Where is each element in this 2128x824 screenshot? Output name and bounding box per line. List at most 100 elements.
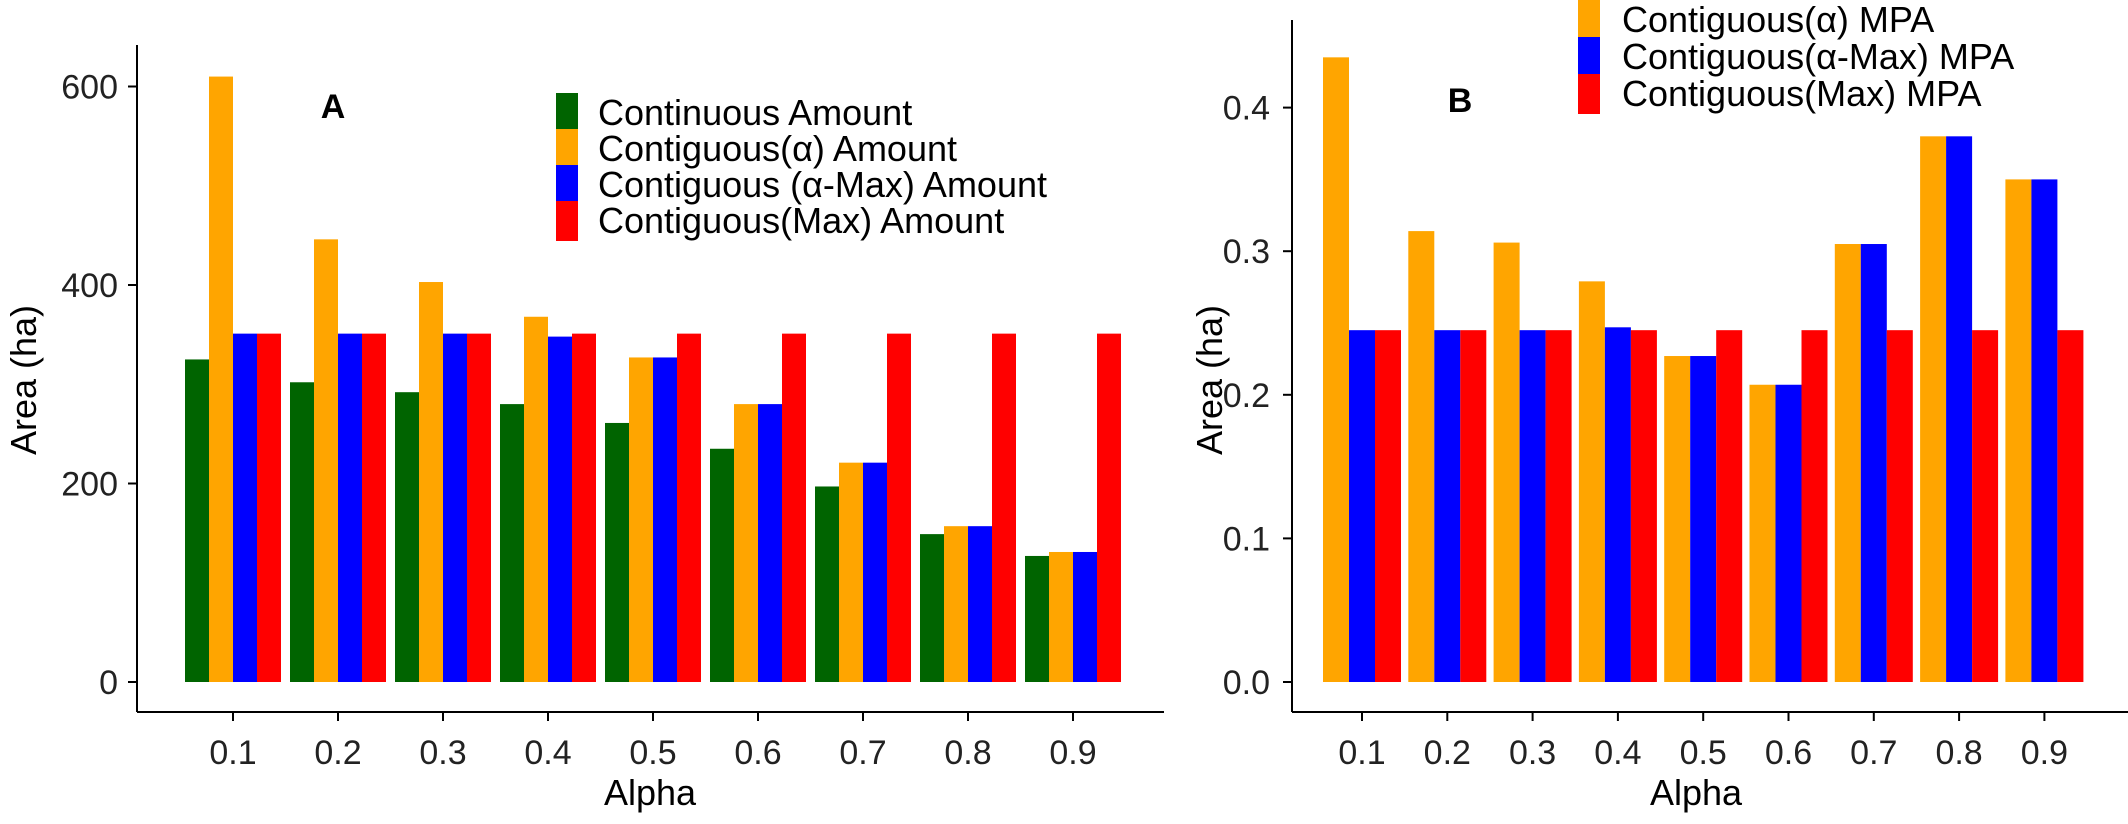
bar-0.1-series-4 <box>257 333 281 682</box>
x-tick-label: 0.9 <box>2021 734 2068 772</box>
panel-label: B <box>1448 82 1473 120</box>
x-tick-label: 0.4 <box>524 734 571 772</box>
x-tick-label: 0.5 <box>1680 734 1727 772</box>
bar-0.7-series-1 <box>815 486 839 682</box>
y-tick-label: 0 <box>99 664 118 702</box>
y-tick-label: 200 <box>61 466 118 504</box>
y-tick-label: 600 <box>61 69 118 107</box>
bar-0.1-series-3 <box>233 333 257 682</box>
bar-0.6-series-1 <box>710 448 734 682</box>
legend-swatch <box>556 129 578 169</box>
y-tick-label: 0.1 <box>1223 520 1270 558</box>
bar-0.8-series-2 <box>1946 136 1973 682</box>
x-tick-label: 0.7 <box>839 734 886 772</box>
bar-0.2-series-3 <box>1460 330 1487 682</box>
bar-0.1-series-3 <box>1375 330 1401 682</box>
bar-0.3-series-3 <box>1545 330 1572 682</box>
x-tick-label: 0.8 <box>944 734 991 772</box>
bar-0.5-series-1 <box>605 422 629 682</box>
bar-0.3-series-2 <box>1519 330 1546 682</box>
bar-0.9-series-2 <box>1049 551 1073 682</box>
x-tick-label: 0.6 <box>734 734 781 772</box>
legend-label: Contiguous(α-Max) MPA <box>1622 36 2014 77</box>
bar-0.2-series-2 <box>1434 330 1461 682</box>
bar-0.3-series-2 <box>419 282 443 682</box>
chart-panel-a: 0 200 400 600 0.1 0.2 0.3 0.4 0.5 0.6 0.7 0.8 0.9 Alp… <box>3 45 1164 813</box>
bar-0.2-series-4 <box>362 333 386 682</box>
x-tick-label: 0.3 <box>419 734 466 772</box>
bar-0.4-series-2 <box>524 316 548 682</box>
x-tick-label: 0.1 <box>1338 734 1385 772</box>
bar-0.6-series-3 <box>758 404 782 682</box>
bar-0.8-series-2 <box>944 526 968 682</box>
bar-0.4-series-2 <box>1604 327 1631 682</box>
bar-0.4-series-4 <box>572 333 596 682</box>
bar-0.3-series-1 <box>1493 242 1520 683</box>
bar-0.4-series-1 <box>500 404 524 682</box>
legend-swatch <box>556 201 578 241</box>
y-tick-label: 400 <box>61 267 118 305</box>
bar-0.5-series-4 <box>677 333 701 682</box>
bar-0.5-series-3 <box>1716 330 1743 682</box>
y-axis-title: Area (ha) <box>3 305 44 455</box>
legend-swatch <box>1578 0 1600 40</box>
legend-label: Contiguous(α) MPA <box>1622 0 1934 40</box>
bar-0.8-series-3 <box>968 526 992 682</box>
y-tick-label: 0.3 <box>1223 233 1270 271</box>
bar-0.3-series-1 <box>395 392 419 682</box>
bar-0.5-series-2 <box>629 357 653 682</box>
bar-0.7-series-4 <box>887 333 911 682</box>
bar-0.7-series-2 <box>1860 244 1887 682</box>
bar-0.9-series-1 <box>1025 555 1049 682</box>
legend-swatch <box>1578 74 1600 114</box>
legend-label: Contiguous(Max) MPA <box>1622 73 1981 114</box>
bar-0.9-series-3 <box>2057 330 2084 682</box>
legend-label: Contiguous (α-Max) Amount <box>598 164 1047 205</box>
bar-0.3-series-4 <box>467 333 491 682</box>
bar-0.1-series-1 <box>1323 57 1349 682</box>
legend-swatch <box>556 93 578 133</box>
x-tick-label: 0.2 <box>1424 734 1471 772</box>
bar-0.7-series-3 <box>1886 330 1913 682</box>
x-tick-label: 0.8 <box>1935 734 1982 772</box>
x-tick-label: 0.6 <box>1765 734 1812 772</box>
x-tick-label: 0.2 <box>314 734 361 772</box>
bar-0.4-series-1 <box>1578 281 1605 682</box>
bar-0.9-series-3 <box>1073 551 1097 682</box>
bar-0.7-series-1 <box>1834 244 1861 682</box>
bar-0.2-series-1 <box>1408 231 1435 682</box>
bar-0.1-series-2 <box>1349 330 1375 682</box>
legend-swatch <box>556 165 578 205</box>
x-tick-label: 0.1 <box>209 734 256 772</box>
bar-0.8-series-1 <box>920 534 944 682</box>
bar-0.8-series-3 <box>1972 330 1999 682</box>
x-tick-label: 0.7 <box>1850 734 1897 772</box>
y-axis-title: Area (ha) <box>1189 305 1230 455</box>
bar-0.9-series-1 <box>2005 179 2032 682</box>
bar-0.5-series-3 <box>653 357 677 682</box>
bar-0.4-series-3 <box>548 336 572 682</box>
bar-0.4-series-3 <box>1630 330 1657 682</box>
x-tick-label: 0.3 <box>1509 734 1556 772</box>
panel-label: A <box>321 88 346 126</box>
legend-label: Contiguous(α) Amount <box>598 128 957 169</box>
x-axis-title: Alpha <box>604 772 697 813</box>
legend-label: Contiguous(Max) Amount <box>598 200 1004 241</box>
bar-0.9-series-2 <box>2031 179 2058 682</box>
bar-0.5-series-2 <box>1690 356 1717 682</box>
bar-0.8-series-4 <box>992 333 1016 682</box>
y-tick-label: 0.2 <box>1223 377 1270 415</box>
bar-0.9-series-4 <box>1097 333 1121 682</box>
bar-0.7-series-2 <box>839 462 863 682</box>
bar-0.5-series-1 <box>1664 356 1691 682</box>
x-tick-label: 0.9 <box>1049 734 1096 772</box>
x-tick-label: 0.5 <box>629 734 676 772</box>
bar-0.6-series-3 <box>1801 330 1828 682</box>
bar-0.1-series-2 <box>209 76 233 682</box>
bar-0.2-series-1 <box>290 382 314 682</box>
bar-0.3-series-3 <box>443 333 467 682</box>
legend-swatch <box>1578 37 1600 77</box>
bar-0.2-series-2 <box>314 239 338 682</box>
